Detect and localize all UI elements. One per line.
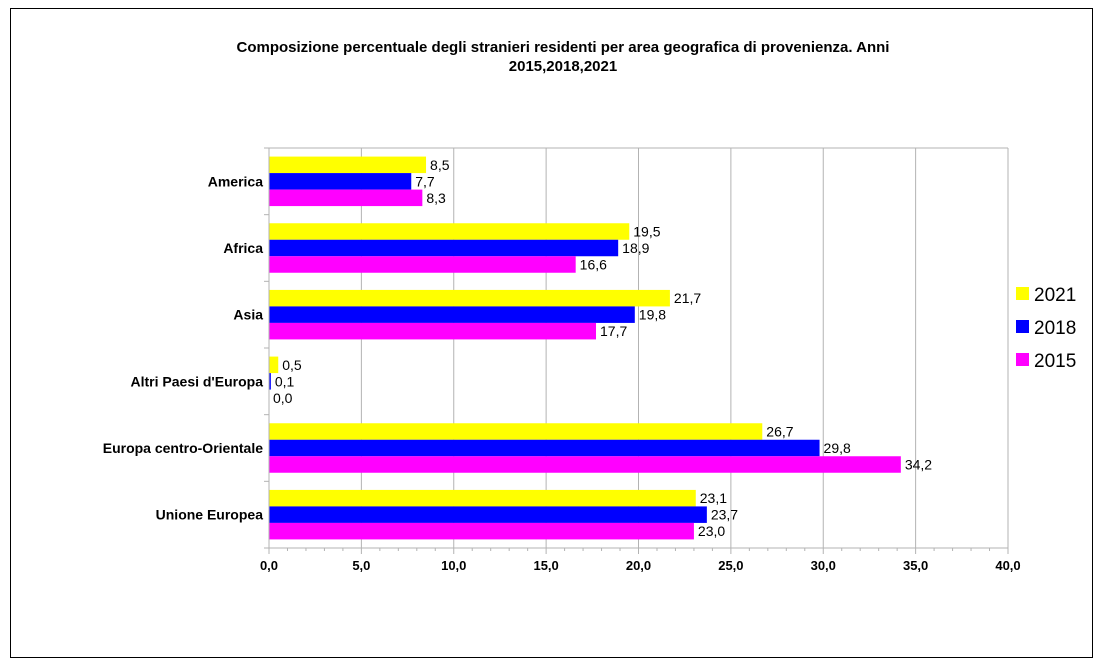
data-label: 21,7 — [674, 290, 701, 306]
chart-title-line-1: Composizione percentuale degli stranieri… — [237, 39, 890, 56]
bar-2018-2 — [269, 306, 635, 323]
category-label: Altri Paesi d'Europa — [131, 373, 264, 389]
x-tick-label: 30,0 — [811, 558, 836, 573]
legend-swatch-2018 — [1016, 320, 1029, 333]
data-label: 26,7 — [766, 424, 793, 440]
plot-area: 8,57,78,3 America 19,518,9 16,6 Africa 21,7 19… — [103, 147, 1021, 573]
x-tick-label: 20,0 — [626, 558, 651, 573]
category-label: Africa — [223, 240, 263, 256]
data-label: 23,7 — [711, 507, 738, 523]
x-tick-label: 40,0 — [995, 558, 1020, 573]
legend-label-2015: 2015 — [1034, 351, 1076, 372]
bar-2015-5 — [269, 522, 694, 540]
x-tick-label: 25,0 — [718, 558, 743, 573]
data-label: 0,1 — [275, 373, 295, 389]
legend-label-2018: 2018 — [1034, 318, 1076, 339]
legend-swatch-2015 — [1016, 353, 1029, 366]
bar-2018-1 — [269, 239, 619, 257]
bar-2021-5 — [269, 489, 696, 507]
data-label: 18,9 — [622, 240, 649, 256]
x-tick-label: 35,0 — [903, 558, 928, 573]
bar-2015-1 — [269, 256, 576, 273]
data-label: 17,7 — [600, 323, 627, 339]
bar-2015-4 — [269, 456, 901, 473]
category-label: Unione Europea — [156, 507, 264, 523]
data-label: 8,3 — [426, 190, 446, 206]
bar-2021-4 — [269, 423, 763, 440]
legend: 2021 2018 2015 — [1016, 285, 1076, 372]
category-label: Europa centro-Orientale — [103, 440, 263, 456]
bar-2018-4 — [269, 439, 820, 457]
bar-2018-3 — [269, 373, 271, 390]
bar-2018-0 — [269, 173, 412, 190]
bar-2021-1 — [269, 223, 630, 240]
legend-swatch-2021 — [1016, 287, 1029, 300]
data-label: 29,8 — [824, 440, 851, 456]
data-label: 16,6 — [580, 257, 607, 273]
x-tick-label: 15,0 — [533, 558, 558, 573]
data-label: 0,5 — [282, 357, 302, 373]
data-label: 8,5 — [430, 157, 450, 173]
bar-2018-5 — [269, 506, 707, 523]
bar-2021-2 — [269, 289, 670, 307]
x-tick-label: 10,0 — [441, 558, 466, 573]
x-tick-label: 5,0 — [352, 558, 370, 573]
data-label: 23,1 — [700, 490, 727, 506]
chart-title-line-2: 2015,2018,2021 — [509, 58, 617, 75]
data-label: 7,7 — [415, 173, 435, 189]
legend-label-2021: 2021 — [1034, 285, 1076, 306]
data-label: 19,8 — [639, 307, 666, 323]
x-tick-label: 0,0 — [260, 558, 278, 573]
bar-2021-0 — [269, 156, 427, 174]
bar-2015-2 — [269, 322, 597, 340]
bar-2015-0 — [269, 189, 423, 207]
bar-chart: Composizione percentuale degli stranieri… — [103, 39, 1077, 573]
bar-2021-3 — [269, 356, 279, 374]
category-label: Asia — [233, 307, 263, 323]
data-label: 34,2 — [905, 457, 932, 473]
data-label: 0,0 — [273, 390, 293, 406]
category-label: America — [208, 173, 263, 189]
data-label: 23,0 — [698, 523, 725, 539]
data-label: 19,5 — [633, 224, 660, 240]
